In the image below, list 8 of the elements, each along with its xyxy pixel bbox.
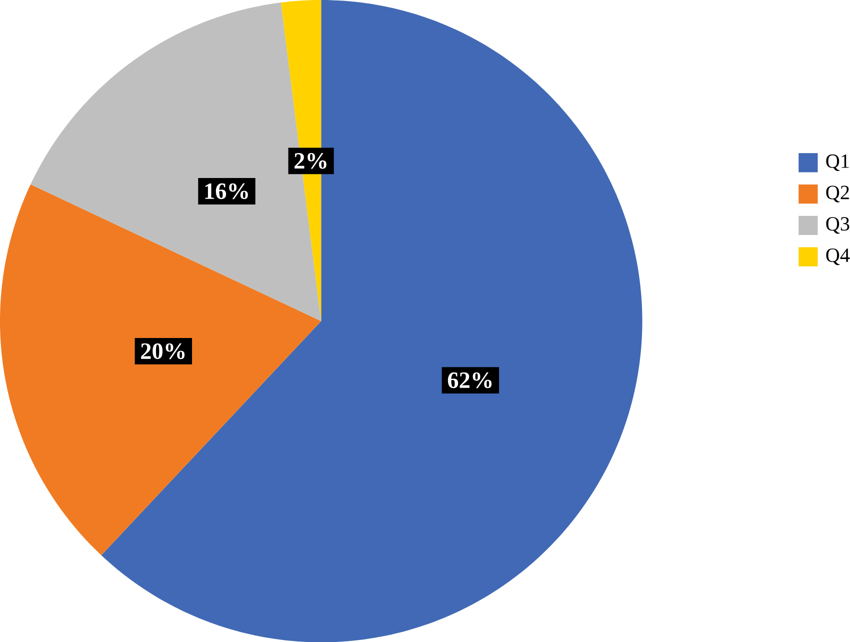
legend-label: Q4 (826, 248, 850, 265)
legend-label: Q1 (826, 154, 849, 171)
data-label: 16% (205, 183, 248, 199)
legend-label: Q3 (826, 217, 850, 234)
legend-label: Q2 (826, 186, 849, 202)
data-label: 2% (294, 152, 326, 169)
data-label: 62% (448, 372, 492, 388)
data-label: 20% (141, 343, 185, 359)
